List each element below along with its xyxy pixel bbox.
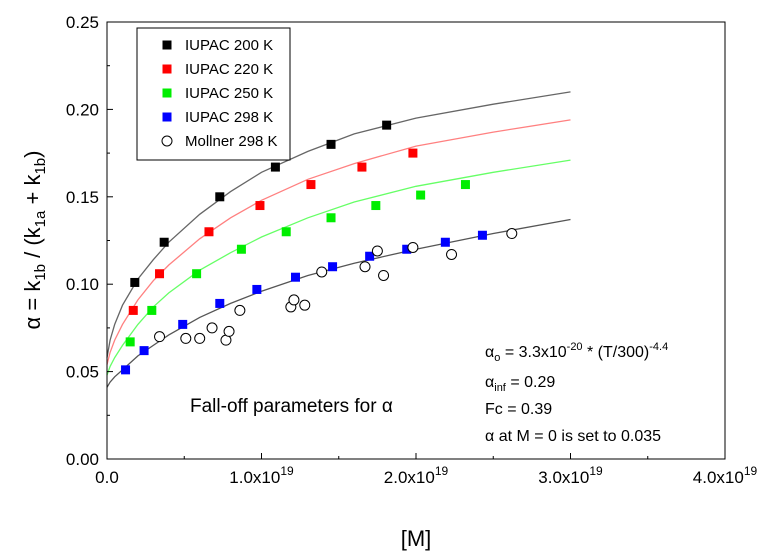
data-point-circle <box>506 228 518 240</box>
data-point-circle <box>378 269 390 281</box>
data-point-circle <box>154 331 166 343</box>
x-tick-label: 4.0x1019 <box>693 464 758 487</box>
data-point-square <box>402 244 412 254</box>
data-point-square <box>477 230 487 240</box>
data-point-circle <box>288 294 300 306</box>
data-point-circle <box>180 332 192 344</box>
data-point-circle <box>316 266 328 278</box>
data-point-square <box>408 148 418 158</box>
legend-label: IUPAC 250 K <box>185 85 273 102</box>
annotation-alpha-zero: α at M = 0 is set to 0.035 <box>485 428 661 445</box>
data-point-square <box>147 305 157 315</box>
annotation-fc: Fc = 0.39 <box>485 401 552 418</box>
data-point-square <box>382 120 392 130</box>
annotation-alpha-o: αo = 3.3x10-20 * (T/300)-4.4 <box>485 341 668 364</box>
data-point-square <box>236 244 246 254</box>
x-axis-ticks: 0.0 1.0x1019 2.0x1019 3.0x1019 4.0x1019 <box>95 453 758 487</box>
y-tick-label: 0.00 <box>66 450 99 469</box>
data-point-square <box>416 190 426 200</box>
y-tick-label: 0.05 <box>66 363 99 382</box>
legend-label: IUPAC 220 K <box>185 61 273 78</box>
y-axis-title: α = k1b / (k1a + k1b) <box>20 151 49 330</box>
data-point-square <box>326 213 336 223</box>
y-tick-label: 0.15 <box>66 188 99 207</box>
data-point-square <box>357 162 367 172</box>
fit-curve-line <box>106 91 571 358</box>
data-point-square <box>460 180 470 190</box>
x-tick-label: 0.0 <box>95 468 119 487</box>
data-point-square <box>365 251 375 261</box>
data-point-square <box>371 201 381 211</box>
y-tick-label: 0.20 <box>66 100 99 119</box>
data-point-square <box>326 139 336 149</box>
legend-label: IUPAC 298 K <box>185 109 273 126</box>
data-point-square <box>159 237 169 247</box>
x-tick-label: 2.0x1019 <box>384 464 449 487</box>
data-point-circle <box>194 332 206 344</box>
data-point-square <box>121 365 131 375</box>
annotation-title-note: Fall-off parameters for α <box>190 396 393 417</box>
data-point-circle <box>446 248 458 260</box>
data-point-square <box>328 262 338 272</box>
data-point-square <box>440 237 450 247</box>
data-point-square <box>128 305 138 315</box>
data-point-circle <box>223 325 235 337</box>
legend: IUPAC 200 K IUPAC 220 K IUPAC 250 K IUPAC 2… <box>136 27 291 161</box>
data-point-circle <box>299 299 311 311</box>
data-point-square <box>130 277 140 287</box>
fit-curve-line <box>106 218 571 388</box>
data-point-square <box>281 227 291 237</box>
data-point-square <box>252 284 262 294</box>
data-point-circle <box>359 261 371 273</box>
y-tick-label: 0.10 <box>66 275 99 294</box>
legend-label: Mollner 298 K <box>185 133 278 150</box>
legend-marker <box>161 135 173 147</box>
legend-marker <box>162 112 172 122</box>
y-tick-label: 0.25 <box>66 13 99 32</box>
data-point-square <box>215 192 225 202</box>
data-point-square <box>306 180 316 190</box>
x-tick-label: 3.0x1019 <box>538 464 603 487</box>
data-point-square <box>270 162 280 172</box>
x-axis-title: [M] <box>401 526 432 551</box>
data-point-circle <box>206 322 218 334</box>
data-point-square <box>125 337 135 347</box>
data-point-square <box>290 272 300 282</box>
data-point-square <box>255 201 265 211</box>
data-point-square <box>178 319 188 329</box>
data-points <box>121 120 518 375</box>
data-point-square <box>139 346 149 356</box>
fit-curve-line <box>106 119 571 365</box>
x-tick-label: 1.0x1019 <box>229 464 294 487</box>
legend-marker <box>162 64 172 74</box>
data-point-circle <box>371 245 383 257</box>
data-point-square <box>215 298 225 308</box>
annotation-alpha-inf: αinf = 0.29 <box>485 374 555 394</box>
data-point-circle <box>234 304 246 316</box>
data-point-square <box>192 269 202 279</box>
data-point-square <box>204 227 214 237</box>
y-axis-ticks: 0.00 0.05 0.10 0.15 0.20 0.25 <box>66 13 113 469</box>
legend-label: IUPAC 200 K <box>185 37 273 54</box>
data-point-square <box>155 269 165 279</box>
legend-marker <box>162 40 172 50</box>
legend-marker <box>162 88 172 98</box>
data-point-circle <box>407 241 419 253</box>
